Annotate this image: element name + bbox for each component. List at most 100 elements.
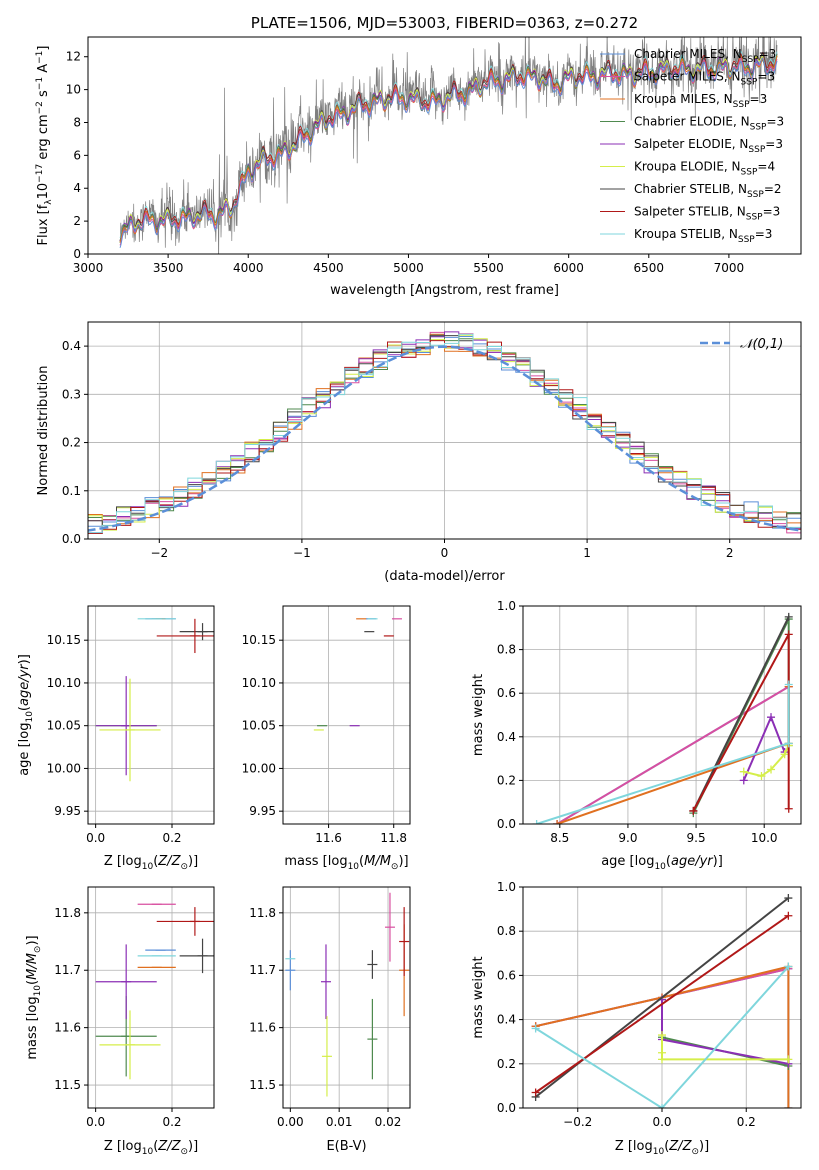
weight-line: [692, 633, 790, 812]
x-tick-label: 7000: [714, 261, 745, 275]
y-tick-label: 0.6: [497, 686, 516, 700]
y-tick-label: 0.2: [497, 1057, 516, 1071]
y-tick-label: 8: [73, 115, 81, 129]
y-tick-label: 9.95: [249, 804, 276, 818]
weight-marker: [739, 767, 748, 776]
y-tick-label: 2: [73, 214, 81, 228]
weight-marker: [658, 1055, 666, 1064]
weight-marker: [784, 1055, 793, 1064]
x-tick-label: 1: [583, 546, 591, 560]
axes-frame: [282, 605, 411, 825]
y-tick-label: 0.8: [497, 643, 516, 657]
legend-label: Chabrier STELIB, NSSP=2: [634, 182, 782, 200]
gaussian-curve: [88, 345, 801, 532]
y-tick-label: 0.4: [497, 730, 516, 744]
x-tick-label: 3000: [73, 261, 104, 275]
legend-label: 𝒩(0,1): [740, 337, 783, 352]
model-spectrum-line: [119, 55, 778, 243]
x-tick-label: 6500: [634, 261, 665, 275]
weight-marker: [767, 765, 776, 774]
y-tick-label: 10.15: [47, 633, 81, 647]
y-tick-label: 9.95: [54, 804, 81, 818]
y-tick-label: 11.5: [249, 1078, 276, 1092]
legend-label: Chabrier ELODIE, NSSP=3: [634, 115, 784, 133]
weight-marker: [689, 806, 698, 815]
y-tick-label: 0.6: [497, 968, 516, 982]
x-tick-label: 0.0: [652, 1115, 671, 1129]
x-axis-label: Z [log10(Z/Z⊙)]: [104, 1139, 198, 1157]
weight-marker: [784, 630, 793, 639]
weight-line: [692, 616, 790, 812]
legend-label: Salpeter STELIB, NSSP=3: [634, 205, 780, 223]
legend-label: Kroupa MILES, NSSP=3: [634, 92, 767, 110]
y-tick-label: 10.10: [242, 676, 276, 690]
x-tick-label: 10.0: [751, 831, 778, 845]
x-axis-label: age [log10(age/yr)]: [601, 854, 723, 872]
y-tick-label: 10.10: [47, 676, 81, 690]
x-tick-label: 4000: [233, 261, 264, 275]
x-tick-label: 11.6: [315, 831, 342, 845]
x-tick-label: 0.2: [162, 1115, 181, 1129]
x-tick-label: −2: [150, 546, 168, 560]
weight-marker: [784, 739, 793, 748]
y-tick-label: 0: [73, 247, 81, 261]
y-tick-label: 0.4: [497, 1013, 516, 1027]
y-tick-label: 10.00: [47, 761, 81, 775]
x-tick-label: 0.0: [86, 831, 105, 845]
x-axis-label: (data-model)/error: [384, 569, 505, 584]
weight-marker: [784, 612, 793, 621]
panel-mass-vs-z: 0.0 0.2 11.5 11.6 11.7 11.8: [54, 886, 215, 1129]
weight-marker: [532, 820, 541, 824]
panel-weight-vs-z: −0.2 0.0 0.2 0.0 0.2 0.4 0.6 0.8 1.0: [497, 880, 802, 1129]
weight-marker: [784, 911, 793, 920]
y-axis-label: mass weight: [471, 956, 486, 1038]
x-tick-label: 9.0: [618, 831, 637, 845]
x-axis-label: E(B-V): [326, 1139, 366, 1154]
panel-mass-vs-ebv: 0.00 0.01 0.02 11.5 11.6 11.7 11.8: [249, 886, 411, 1129]
axes-frame: [522, 605, 802, 825]
axes-frame: [87, 36, 802, 255]
x-tick-label: 5500: [473, 261, 504, 275]
plot-area: [95, 618, 214, 782]
weight-line: [535, 965, 790, 1108]
y-tick-label: 11.7: [249, 963, 276, 977]
panel-age-vs-mass: 11.6 11.8 9.95 10.00 10.05 10.10 10.15: [242, 605, 411, 845]
weight-line: [535, 914, 789, 1094]
weight-marker: [531, 1088, 540, 1097]
weight-marker: [784, 894, 793, 903]
weight-marker: [553, 820, 562, 824]
legend-label: Salpeter MILES, NSSP=3: [634, 70, 775, 88]
model-spectrum-line: [119, 52, 778, 244]
y-tick-label: 10: [66, 83, 81, 97]
weight-marker: [739, 776, 748, 785]
y-tick-label: 4: [73, 181, 81, 195]
legend-label: Kroupa STELIB, NSSP=3: [634, 227, 772, 245]
weight-marker: [784, 680, 793, 689]
x-tick-label: 0.2: [737, 1115, 756, 1129]
weight-line: [556, 685, 790, 824]
y-tick-label: 1.0: [497, 599, 516, 613]
legend-label: Kroupa ELODIE, NSSP=4: [634, 160, 775, 178]
legend-label: Salpeter ELODIE, NSSP=3: [634, 137, 783, 155]
x-tick-label: 11.8: [380, 831, 407, 845]
weight-line: [661, 999, 789, 1065]
plot-area: [531, 894, 793, 1108]
y-tick-label: 0.3: [62, 387, 81, 401]
model-spectrum-line: [119, 55, 778, 243]
x-tick-label: 0: [441, 546, 449, 560]
axes-frame: [87, 886, 215, 1109]
x-tick-label: 6000: [553, 261, 584, 275]
weight-marker: [658, 1104, 666, 1108]
y-tick-label: 11.7: [54, 963, 81, 977]
y-tick-label: 11.8: [54, 906, 81, 920]
x-tick-label: 0.02: [375, 1115, 402, 1129]
weight-marker: [767, 713, 776, 722]
y-tick-label: 0.8: [497, 924, 516, 938]
y-tick-label: 0.0: [497, 817, 516, 831]
y-tick-label: 6: [73, 148, 81, 162]
y-tick-label: 11.8: [249, 906, 276, 920]
residual-histogram: [88, 333, 801, 534]
weight-marker: [531, 1024, 540, 1033]
axes-frame: [282, 886, 411, 1109]
